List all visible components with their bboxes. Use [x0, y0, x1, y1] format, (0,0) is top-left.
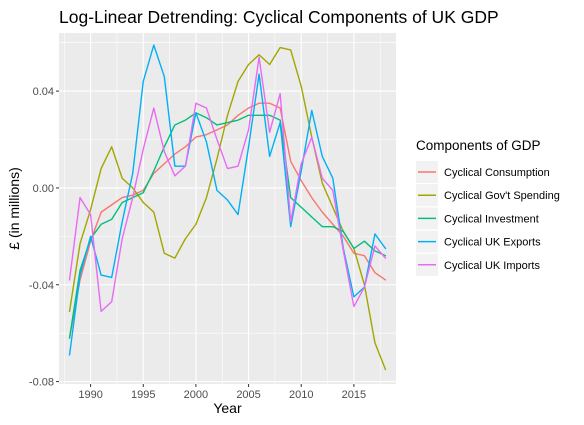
- legend-title: Components of GDP: [416, 138, 541, 153]
- grid-lines: [59, 33, 396, 384]
- legend-label: Cyclical Investment: [444, 213, 539, 225]
- x-tick-label: 2005: [236, 389, 260, 401]
- series-line: [68, 102, 387, 339]
- legend-label: Cyclical Gov't Spending: [444, 190, 560, 202]
- y-axis: -0.08 -0.04 0.00 0.04: [29, 86, 59, 389]
- series-line: [68, 112, 387, 339]
- series-layer: [68, 44, 387, 371]
- x-axis: 1990 1995 2000 2005 2010 2015: [78, 384, 366, 401]
- x-axis-title: Year: [213, 400, 242, 416]
- y-tick-label: -0.08: [29, 377, 54, 389]
- plot-panel: [59, 33, 396, 384]
- y-tick-label: 0.00: [33, 183, 54, 195]
- y-tick-label: -0.04: [29, 280, 54, 292]
- y-tick-label: 0.04: [33, 86, 54, 98]
- x-tick-label: 1990: [78, 389, 102, 401]
- legend-label: Cyclical UK Exports: [444, 237, 541, 249]
- x-tick-label: 2000: [184, 389, 208, 401]
- series-line: [68, 56, 387, 313]
- legend-label: Cyclical Consumption: [444, 167, 550, 179]
- x-tick-label: 2010: [289, 389, 313, 401]
- series-line: [68, 46, 387, 371]
- series-line: [68, 44, 387, 356]
- x-tick-label: 2015: [342, 389, 366, 401]
- legend-label: Cyclical UK Imports: [444, 260, 540, 272]
- legend: Components of GDP Cyclical Consumption Cy…: [416, 138, 560, 276]
- y-axis-title: £ (in millions): [6, 167, 22, 249]
- chart-title: Log-Linear Detrending: Cyclical Componen…: [59, 7, 499, 27]
- x-tick-label: 1995: [131, 389, 155, 401]
